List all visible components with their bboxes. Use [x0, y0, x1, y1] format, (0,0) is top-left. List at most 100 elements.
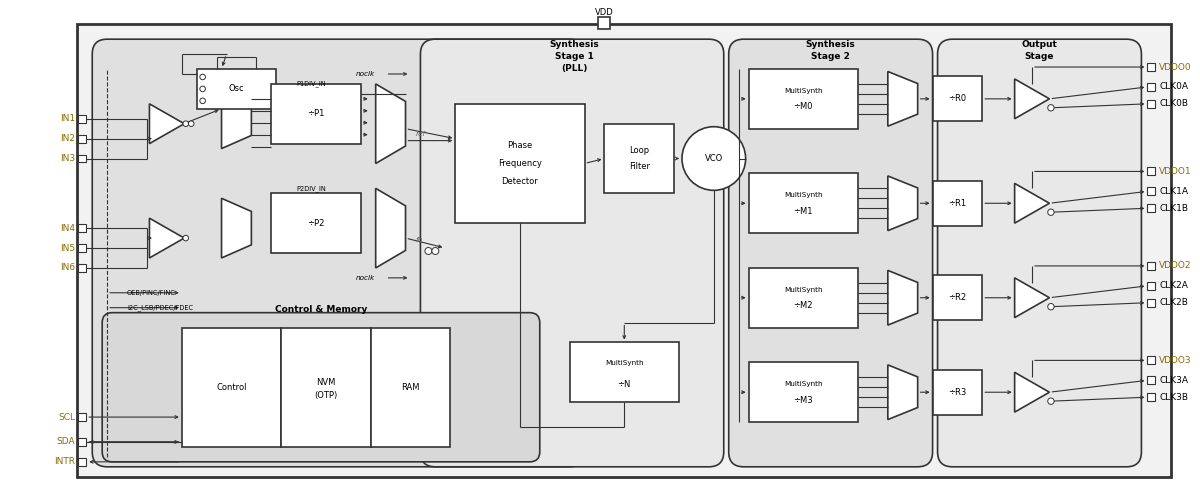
Text: CLK1B: CLK1B: [1159, 204, 1188, 213]
Text: ÷N: ÷N: [618, 380, 631, 389]
Circle shape: [1048, 398, 1054, 404]
Text: CLK3A: CLK3A: [1159, 376, 1188, 385]
Polygon shape: [376, 84, 406, 163]
Circle shape: [182, 235, 188, 241]
Text: ÷M3: ÷M3: [793, 396, 814, 405]
Text: NVM: NVM: [317, 378, 336, 387]
Polygon shape: [1015, 372, 1050, 412]
Text: Synthesis: Synthesis: [550, 40, 600, 49]
Bar: [78, 115, 86, 123]
Text: Stage 2: Stage 2: [811, 52, 850, 60]
Bar: [1147, 262, 1156, 270]
Circle shape: [188, 121, 194, 126]
Bar: [78, 135, 86, 143]
Text: VDDO0: VDDO0: [1159, 62, 1192, 71]
Text: CLK1A: CLK1A: [1159, 187, 1188, 196]
Text: P1DIV_IN: P1DIV_IN: [296, 80, 325, 88]
Text: INTR: INTR: [54, 457, 76, 466]
Text: Phase: Phase: [508, 141, 533, 150]
Text: Osc: Osc: [229, 85, 245, 94]
FancyBboxPatch shape: [102, 313, 540, 462]
Circle shape: [200, 98, 205, 104]
Bar: [1147, 357, 1156, 364]
Bar: [749, 174, 858, 233]
Polygon shape: [888, 271, 918, 325]
Bar: [1147, 63, 1156, 71]
Bar: [181, 327, 281, 447]
Text: VCO: VCO: [704, 154, 722, 163]
Polygon shape: [376, 188, 406, 268]
Text: IN5: IN5: [60, 243, 76, 253]
Text: ÷M0: ÷M0: [793, 102, 814, 111]
Polygon shape: [888, 71, 918, 126]
Text: fb: fb: [415, 237, 422, 243]
Text: ÷R2: ÷R2: [948, 293, 966, 302]
Bar: [271, 84, 361, 143]
Polygon shape: [1015, 79, 1050, 119]
Text: noclk: noclk: [356, 275, 376, 281]
Bar: [605, 124, 674, 193]
Bar: [78, 154, 86, 162]
FancyBboxPatch shape: [728, 39, 932, 467]
Circle shape: [432, 247, 439, 255]
Text: IN4: IN4: [60, 224, 76, 232]
Text: Frequency: Frequency: [498, 159, 542, 168]
Bar: [599, 17, 611, 29]
Bar: [197, 69, 276, 109]
Text: VDDO1: VDDO1: [1159, 167, 1192, 176]
Text: IN1: IN1: [60, 114, 76, 123]
Bar: [1147, 282, 1156, 290]
Text: IN2: IN2: [60, 134, 76, 143]
Text: CLK2B: CLK2B: [1159, 298, 1188, 307]
Bar: [1147, 299, 1156, 307]
Circle shape: [200, 74, 205, 80]
Bar: [1147, 167, 1156, 176]
Text: Loop: Loop: [629, 146, 649, 154]
Bar: [749, 69, 858, 129]
Bar: [1147, 393, 1156, 401]
FancyBboxPatch shape: [420, 39, 724, 467]
Text: SCL: SCL: [59, 412, 76, 422]
Bar: [281, 327, 371, 447]
Bar: [78, 264, 86, 272]
Circle shape: [200, 86, 205, 92]
Text: Output: Output: [1021, 40, 1057, 49]
Polygon shape: [222, 89, 251, 148]
Text: MultiSynth: MultiSynth: [605, 360, 643, 366]
Circle shape: [682, 127, 745, 190]
Polygon shape: [222, 198, 251, 258]
Text: ÷M1: ÷M1: [793, 207, 814, 216]
Bar: [749, 362, 858, 422]
FancyBboxPatch shape: [92, 39, 584, 467]
Text: Synthesis: Synthesis: [805, 40, 856, 49]
Text: ÷M2: ÷M2: [793, 301, 814, 310]
Text: Control & Memory: Control & Memory: [275, 305, 367, 314]
Text: IN6: IN6: [60, 264, 76, 273]
Text: I2C_LSB/PDEC/FDEC: I2C_LSB/PDEC/FDEC: [127, 304, 193, 311]
Text: MultiSynth: MultiSynth: [784, 192, 822, 198]
Text: ref: ref: [415, 131, 426, 137]
Text: ÷R1: ÷R1: [948, 199, 966, 208]
Polygon shape: [1015, 278, 1050, 317]
Text: MultiSynth: MultiSynth: [784, 381, 822, 387]
Circle shape: [1048, 303, 1054, 310]
Text: CLK0A: CLK0A: [1159, 82, 1188, 92]
Text: Detector: Detector: [502, 177, 539, 186]
Text: VDD: VDD: [595, 8, 613, 17]
Text: Stage: Stage: [1025, 52, 1054, 60]
Bar: [749, 268, 858, 327]
Bar: [1147, 83, 1156, 91]
Bar: [1147, 100, 1156, 108]
Bar: [78, 413, 86, 421]
Polygon shape: [888, 176, 918, 230]
Bar: [78, 458, 86, 466]
Text: P2DIV_IN: P2DIV_IN: [296, 185, 326, 192]
Text: VDDO2: VDDO2: [1159, 262, 1192, 271]
Text: (PLL): (PLL): [562, 63, 588, 72]
Text: Filter: Filter: [629, 162, 649, 172]
Text: OEB/PINC/FINC: OEB/PINC/FINC: [127, 290, 176, 296]
Text: ÷R0: ÷R0: [948, 95, 966, 103]
Text: CLK2A: CLK2A: [1159, 281, 1188, 290]
Bar: [1147, 376, 1156, 384]
Circle shape: [425, 247, 432, 255]
